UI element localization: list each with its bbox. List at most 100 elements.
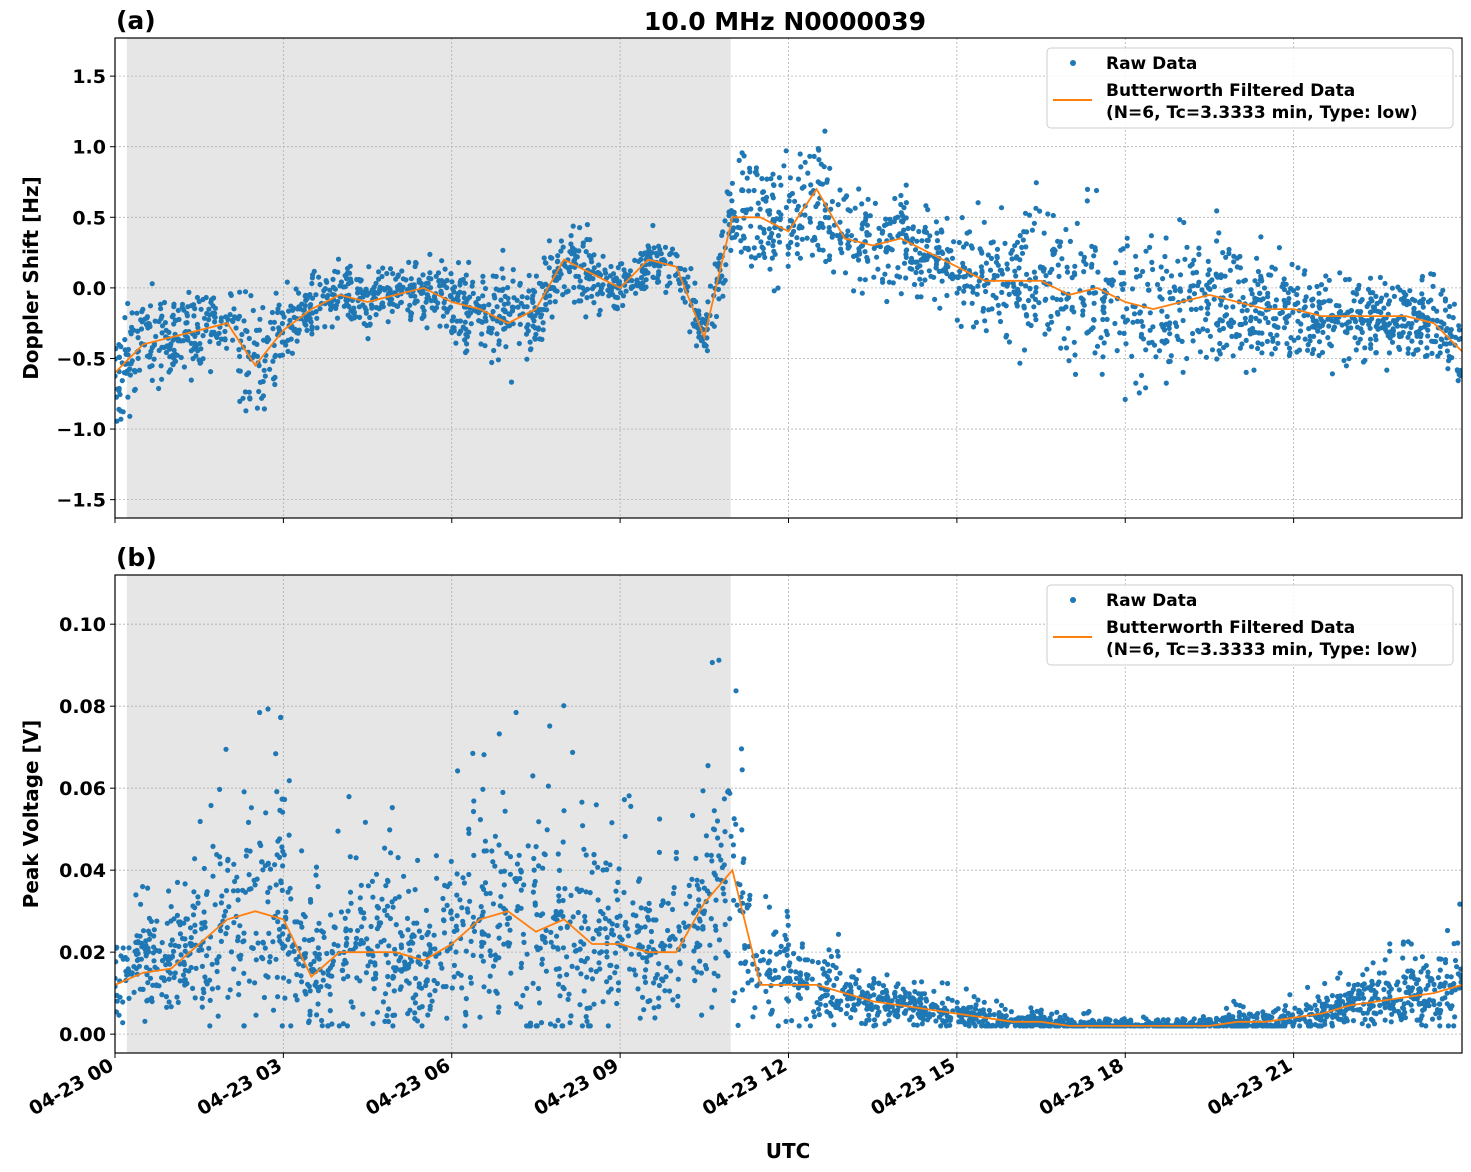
- raw-data-point: [490, 273, 496, 279]
- raw-data-point: [591, 265, 597, 271]
- raw-data-point: [596, 960, 602, 966]
- legend-box: [1046, 47, 1454, 129]
- raw-data-point: [794, 242, 800, 248]
- raw-data-point: [1054, 296, 1060, 302]
- raw-data-point: [451, 289, 457, 295]
- raw-data-point: [922, 277, 928, 283]
- raw-data-point: [395, 855, 401, 861]
- raw-data-point: [934, 238, 941, 244]
- raw-data-point: [1359, 329, 1365, 335]
- raw-data-point: [235, 897, 241, 903]
- raw-data-point: [429, 998, 435, 1004]
- raw-data-point: [794, 251, 801, 257]
- raw-data-point: [767, 266, 773, 272]
- raw-data-point: [745, 980, 751, 986]
- raw-data-point: [865, 196, 871, 202]
- raw-data-point: [1408, 974, 1414, 980]
- raw-data-point: [723, 262, 729, 268]
- raw-data-point: [347, 889, 354, 895]
- raw-data-point: [249, 945, 255, 951]
- raw-data-point: [1162, 253, 1168, 260]
- raw-data-point: [144, 972, 150, 978]
- raw-data-point: [886, 279, 893, 285]
- raw-data-point: [261, 337, 267, 343]
- raw-data-point: [547, 293, 553, 299]
- raw-data-point: [712, 872, 718, 878]
- raw-data-point: [593, 968, 599, 975]
- raw-data-point: [265, 899, 271, 905]
- raw-data-point: [864, 229, 870, 236]
- raw-data-point: [1346, 276, 1352, 282]
- raw-data-point: [707, 942, 713, 948]
- raw-data-point: [816, 157, 822, 163]
- raw-data-point: [120, 945, 126, 951]
- raw-data-point: [302, 988, 308, 995]
- raw-data-point: [1319, 317, 1325, 323]
- raw-data-point: [1375, 326, 1381, 332]
- raw-data-point: [1249, 291, 1255, 297]
- raw-data-point: [158, 363, 164, 369]
- raw-data-point: [540, 282, 547, 288]
- raw-data-point: [1388, 1019, 1394, 1025]
- raw-data-point: [689, 876, 695, 882]
- raw-data-point: [410, 940, 416, 946]
- raw-data-point: [719, 273, 725, 279]
- raw-data-point: [115, 975, 118, 981]
- raw-data-point: [561, 703, 567, 709]
- raw-data-point: [696, 308, 702, 314]
- raw-data-point: [441, 300, 447, 306]
- raw-data-point: [341, 976, 347, 982]
- raw-data-point: [1181, 219, 1187, 226]
- raw-data-point: [520, 931, 527, 937]
- raw-data-point: [1066, 358, 1072, 364]
- raw-data-point: [1049, 1011, 1055, 1017]
- raw-data-point: [380, 265, 386, 271]
- raw-data-point: [1205, 272, 1211, 278]
- filtered-data-line: [115, 187, 1462, 374]
- raw-data-point: [216, 954, 222, 960]
- raw-data-point: [549, 314, 555, 320]
- raw-data-point: [153, 333, 159, 340]
- raw-data-point: [987, 267, 994, 273]
- raw-data-point: [479, 943, 485, 949]
- raw-data-point: [536, 1000, 543, 1006]
- raw-data-point: [423, 964, 429, 970]
- raw-data-point: [192, 306, 198, 312]
- raw-data-point: [138, 326, 145, 332]
- raw-data-point: [989, 1023, 995, 1029]
- raw-data-point: [222, 336, 228, 342]
- raw-data-point: [696, 897, 702, 903]
- raw-data-point: [247, 395, 253, 401]
- raw-data-point: [871, 274, 877, 280]
- raw-data-point: [1149, 259, 1155, 265]
- raw-data-point: [632, 972, 639, 978]
- raw-data-point: [174, 994, 180, 1000]
- raw-data-point: [209, 961, 215, 967]
- raw-data-point: [315, 945, 321, 951]
- raw-data-point: [1114, 348, 1120, 354]
- raw-data-point: [408, 317, 414, 323]
- raw-data-point: [407, 283, 413, 289]
- raw-data-point: [700, 926, 706, 932]
- raw-data-point: [730, 842, 737, 848]
- raw-data-point: [555, 1017, 561, 1024]
- raw-data-point: [242, 289, 249, 295]
- raw-data-point: [200, 356, 206, 362]
- raw-data-point: [1226, 246, 1232, 253]
- raw-data-point: [583, 249, 589, 255]
- raw-data-point: [204, 889, 210, 895]
- raw-data-point: [1339, 322, 1345, 328]
- raw-data-point: [607, 975, 613, 981]
- raw-data-point: [1021, 347, 1028, 353]
- raw-data-point: [195, 325, 201, 331]
- raw-data-point: [1456, 327, 1462, 333]
- raw-data-point: [1023, 283, 1029, 289]
- raw-data-point: [1364, 966, 1370, 972]
- raw-data-point: [573, 273, 579, 279]
- raw-data-point: [390, 904, 396, 910]
- raw-data-point: [959, 215, 965, 221]
- raw-data-point: [899, 230, 905, 236]
- raw-data-point: [350, 1004, 356, 1010]
- raw-data-point: [949, 997, 955, 1003]
- raw-data-point: [1306, 285, 1313, 291]
